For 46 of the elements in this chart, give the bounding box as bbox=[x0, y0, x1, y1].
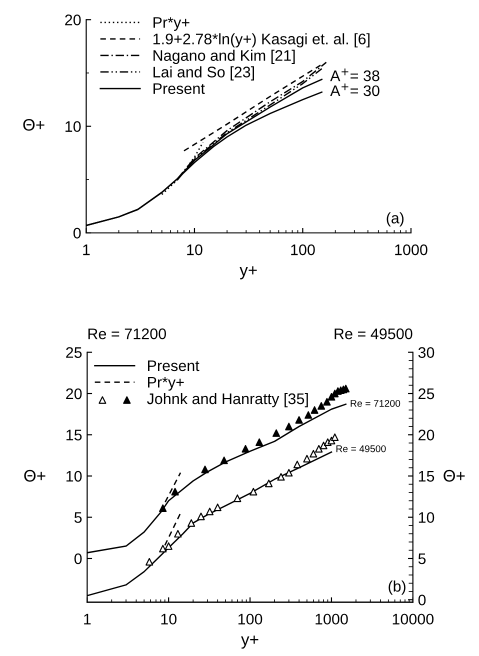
annotation: A$^{+}$= 38 bbox=[330, 68, 380, 82]
y2-tick-label: 10 bbox=[418, 512, 434, 523]
y-tick-label: 15 bbox=[66, 430, 82, 440]
legend-label: 1.9+2.78*ln(y+) Kasagi et. al. [6] bbox=[153, 33, 370, 48]
text: Re = 49500 bbox=[334, 328, 412, 340]
y2-tick-label: 0 bbox=[418, 594, 426, 606]
y2-tick-label: 5 bbox=[418, 554, 426, 564]
legend-label: Johnk and Hanratty [35] bbox=[147, 392, 308, 408]
x-tick-label: 1000 bbox=[395, 244, 428, 256]
annotation: Re = 49500 bbox=[336, 445, 386, 452]
legend-label: Pr*y+ bbox=[148, 377, 184, 391]
x-tick-label: 1000 bbox=[316, 614, 348, 625]
y-tick-label: 20 bbox=[66, 388, 82, 400]
y2-tick-label: 20 bbox=[418, 430, 434, 440]
x-tick-label: 100 bbox=[238, 614, 262, 625]
y-tick-label: 10 bbox=[66, 470, 82, 482]
x-tick-label: 1 bbox=[84, 614, 91, 624]
x-tick-label: 100 bbox=[291, 244, 315, 256]
x-tick-label: 10000 bbox=[392, 614, 434, 625]
y-tick-label: 10 bbox=[66, 121, 81, 132]
legend-label: Lai and So [23] bbox=[154, 66, 254, 80]
text: Re = 71200 bbox=[88, 328, 166, 340]
annotation: (b) bbox=[388, 580, 406, 595]
y-axis-title: Θ+ bbox=[24, 470, 46, 482]
y-tick-label: 20 bbox=[65, 14, 81, 26]
x-axis-title: y+ bbox=[241, 636, 258, 649]
legend-label: Pr*y+ bbox=[154, 17, 190, 31]
annotation: A$^{+}$= 30 bbox=[330, 83, 380, 96]
annotation: Re = 71200 bbox=[350, 400, 400, 407]
x-tick-label: 10 bbox=[187, 244, 202, 256]
y-tick-label: 0 bbox=[74, 553, 82, 564]
legend-label: Present bbox=[148, 360, 200, 372]
y2-tick-label: 30 bbox=[418, 347, 434, 358]
legend-label: Present bbox=[154, 83, 205, 94]
legend-label: Nagano and Kim [21] bbox=[154, 50, 295, 64]
x-tick-label: 1 bbox=[83, 244, 90, 256]
x-axis-title: y+ bbox=[240, 266, 257, 280]
x-tick-label: 10 bbox=[161, 614, 177, 625]
y-axis-title: Θ+ bbox=[23, 118, 44, 131]
y-tick-label: 25 bbox=[66, 347, 82, 358]
y-tick-label: 5 bbox=[74, 512, 82, 523]
annotation: (a) bbox=[386, 212, 404, 226]
y-tick-label: 0 bbox=[73, 228, 81, 239]
y2-tick-label: 25 bbox=[418, 388, 434, 400]
y2-tick-label: 15 bbox=[418, 471, 434, 482]
y2-axis-title: Θ+ bbox=[444, 470, 465, 482]
